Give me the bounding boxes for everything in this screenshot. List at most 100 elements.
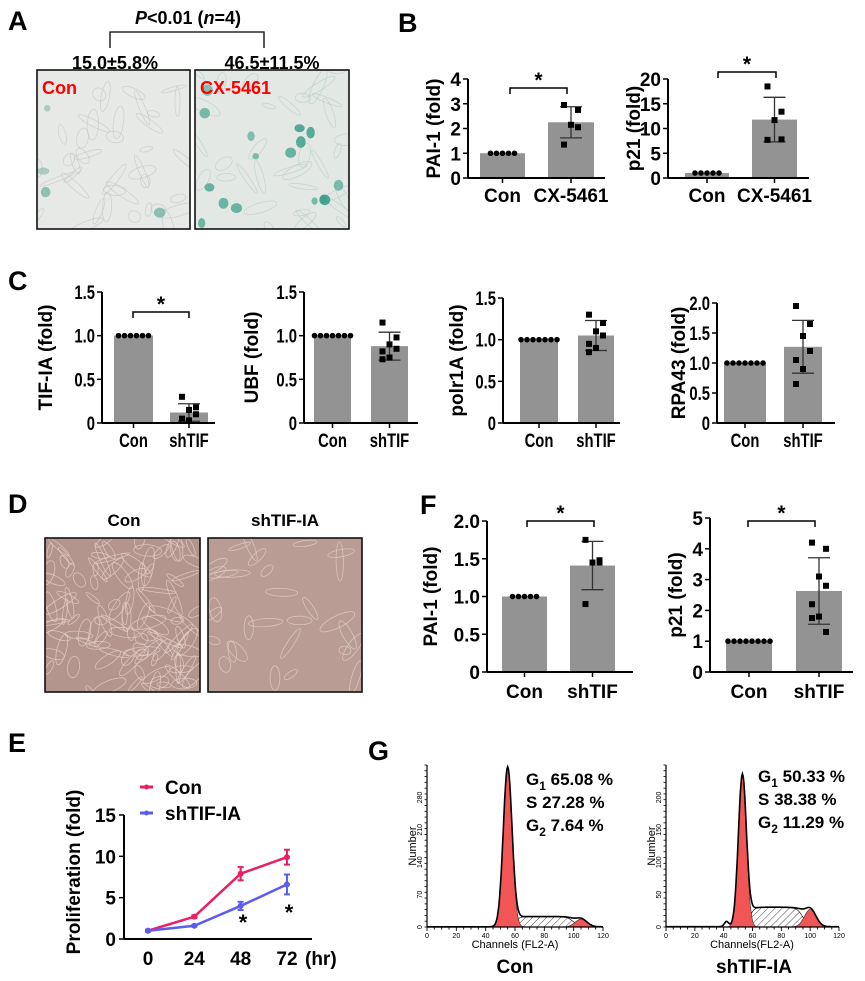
x-tick-label: Con [731, 682, 768, 703]
data-point [730, 360, 736, 366]
stained-cell [202, 84, 214, 96]
cell [141, 682, 156, 692]
stained-cell [198, 218, 206, 229]
data-point [139, 332, 146, 339]
y-tick-label: 70 [417, 891, 424, 899]
cell [208, 606, 223, 622]
panel-label-a: A [8, 6, 28, 36]
data-point [379, 348, 386, 355]
cell [294, 92, 311, 103]
data-point [575, 124, 581, 131]
cell [65, 217, 104, 229]
cell [57, 124, 67, 145]
series-line-0 [147, 855, 288, 932]
cell [241, 538, 258, 561]
x-tick-label: CX-5461 [737, 186, 812, 207]
y-tick-label: 0.5 [276, 370, 297, 391]
cell [99, 80, 111, 112]
y-tick-label: 0 [469, 663, 480, 684]
cell [166, 579, 183, 616]
cell [103, 184, 126, 196]
data-point [743, 638, 749, 644]
y-axis-label: RPA43 (fold) [669, 307, 690, 420]
stained-cell [230, 203, 243, 214]
cell [135, 112, 164, 134]
micrograph-border [36, 69, 191, 230]
data-point [793, 303, 799, 309]
cell [156, 681, 172, 689]
cell [263, 221, 275, 229]
cell [97, 604, 113, 637]
data-point [554, 336, 560, 343]
significance-bracket [526, 520, 595, 527]
cell [121, 649, 135, 666]
cell-cycle-stat: G2 11.29 % [758, 813, 844, 836]
stained-cell [37, 167, 50, 175]
data-point [807, 348, 813, 354]
data-point [600, 332, 606, 339]
cell [108, 591, 131, 621]
cell [86, 641, 111, 650]
y-tick-label: 0 [488, 413, 496, 434]
cell [59, 555, 70, 569]
x-tick-label: Con [318, 430, 347, 451]
data-point [816, 573, 822, 580]
cell [105, 181, 139, 205]
cell [134, 664, 145, 681]
data-point [710, 170, 716, 176]
micrograph-title-con: Con [107, 511, 140, 530]
cell [247, 548, 267, 567]
x-tick-label: 40 [720, 933, 728, 940]
data-point [548, 336, 554, 343]
y-tick-label: 140 [417, 856, 424, 868]
data-point [179, 415, 185, 422]
data-point [800, 333, 806, 339]
cell [105, 130, 124, 144]
y-tick-label: 1.5 [74, 282, 95, 303]
cell [172, 149, 190, 171]
cell [182, 554, 200, 569]
data-point [749, 638, 755, 644]
data-point [323, 332, 330, 339]
bar-con [114, 335, 153, 423]
cell [280, 628, 301, 659]
y-tick-label: 5 [105, 889, 116, 910]
cell [142, 615, 170, 636]
cell [302, 596, 319, 620]
cell [260, 564, 274, 577]
x-tick-label: 0 [143, 949, 154, 970]
bar-con [520, 339, 558, 423]
legend-marker [144, 784, 149, 790]
cell [88, 557, 108, 583]
micrograph-border [44, 537, 201, 693]
cell [37, 208, 45, 225]
significance-bracket [717, 71, 777, 78]
cell [134, 90, 151, 126]
phase-subscript: 1 [539, 779, 546, 793]
y-axis-label: Number [407, 826, 419, 865]
x-tick-label: 100 [568, 933, 580, 940]
cell [77, 114, 111, 133]
legend-label: Con [165, 778, 202, 799]
cell [150, 675, 170, 689]
data-point [493, 150, 500, 157]
x-tick-label: 80 [540, 933, 548, 940]
cell [333, 143, 342, 159]
data-point [527, 593, 534, 600]
cell [94, 542, 112, 577]
cell [273, 163, 308, 177]
cell [85, 591, 101, 605]
cell [208, 557, 228, 575]
data-point [511, 150, 518, 157]
cell-cycle-stat: S 38.38 % [758, 790, 836, 809]
y-axis-label: p21 (fold) [624, 86, 645, 172]
phase-value: 38.38 % [769, 790, 836, 809]
data-point [505, 150, 512, 157]
data-point [386, 354, 393, 361]
data-point [509, 593, 516, 600]
cell [94, 616, 108, 626]
line-chart-proliferation: 0 5 10 15 0 24 48 72 (hr) Proliferation (fold) Con… [64, 778, 337, 970]
data-point [767, 638, 773, 644]
cell [335, 541, 344, 582]
